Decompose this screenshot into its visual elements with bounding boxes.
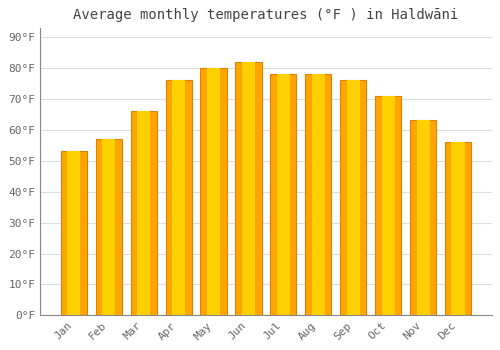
Bar: [200, 68, 226, 315]
Bar: [410, 120, 436, 315]
Bar: [445, 142, 471, 315]
Bar: [452, 142, 464, 315]
Bar: [305, 74, 332, 315]
Bar: [60, 152, 87, 315]
Bar: [277, 74, 290, 315]
Bar: [242, 62, 255, 315]
Bar: [68, 152, 80, 315]
Title: Average monthly temperatures (°F ) in Haldwāni: Average monthly temperatures (°F ) in Ha…: [74, 8, 458, 22]
Bar: [312, 74, 325, 315]
Bar: [102, 139, 116, 315]
Bar: [137, 111, 150, 315]
Bar: [207, 68, 220, 315]
Bar: [346, 80, 360, 315]
Bar: [166, 80, 192, 315]
Bar: [416, 120, 430, 315]
Bar: [172, 80, 185, 315]
Bar: [340, 80, 366, 315]
Bar: [375, 96, 402, 315]
Bar: [382, 96, 394, 315]
Bar: [270, 74, 296, 315]
Bar: [96, 139, 122, 315]
Bar: [236, 62, 262, 315]
Bar: [130, 111, 157, 315]
